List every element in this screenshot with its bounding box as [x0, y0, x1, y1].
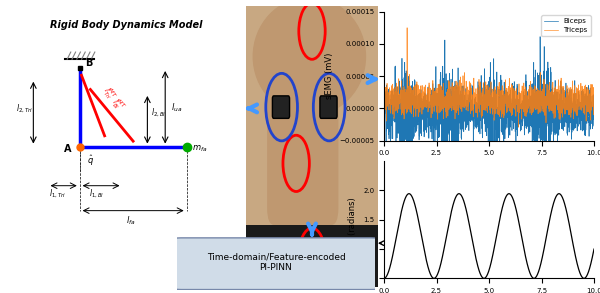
Text: $l_{2,Tri}$: $l_{2,Tri}$ — [16, 103, 33, 115]
Triceps — [391, 96, 398, 99]
Biceps — [391, 119, 398, 122]
Y-axis label: sEMG (mV): sEMG (mV) — [325, 53, 334, 99]
Biceps — [546, 106, 553, 109]
Triceps — [590, 96, 598, 99]
X-axis label: t (sec): t (sec) — [476, 162, 502, 171]
Text: $l_{Tri}^{MT}$: $l_{Tri}^{MT}$ — [99, 84, 119, 103]
FancyBboxPatch shape — [320, 96, 337, 118]
Bar — [246, 225, 378, 287]
FancyBboxPatch shape — [267, 28, 338, 225]
Text: Rigid Body Dynamics Model: Rigid Body Dynamics Model — [50, 20, 202, 30]
Triceps — [482, 106, 490, 110]
Triceps — [584, 110, 592, 113]
Triceps — [404, 26, 411, 30]
Line: Triceps: Triceps — [384, 28, 594, 127]
Biceps — [380, 92, 388, 95]
FancyBboxPatch shape — [173, 238, 379, 289]
Legend: Biceps, Triceps: Biceps, Triceps — [541, 15, 590, 36]
Triceps — [477, 97, 484, 100]
Triceps — [380, 99, 388, 103]
FancyBboxPatch shape — [272, 96, 290, 118]
Biceps — [584, 104, 592, 108]
Text: $l_{ua}$: $l_{ua}$ — [170, 101, 182, 114]
Ellipse shape — [253, 0, 365, 115]
Biceps — [536, 35, 544, 38]
Triceps — [546, 89, 553, 93]
Text: $m_{fa}$: $m_{fa}$ — [192, 143, 208, 154]
Biceps — [584, 113, 592, 117]
Biceps — [442, 171, 449, 174]
Text: Time-domain/Feature-encoded
PI-PINN: Time-domain/Feature-encoded PI-PINN — [206, 253, 346, 272]
Triceps — [584, 91, 592, 95]
Y-axis label: q (radians): q (radians) — [349, 197, 358, 243]
Text: $l_{Bi}^{MT}$: $l_{Bi}^{MT}$ — [108, 95, 128, 115]
Biceps — [482, 108, 490, 111]
Line: Biceps: Biceps — [384, 37, 594, 173]
Text: $l_{1,Tri}$: $l_{1,Tri}$ — [49, 188, 67, 200]
Text: $l_{1,Bi}$: $l_{1,Bi}$ — [89, 188, 104, 200]
Text: $l_{2,Bi}$: $l_{2,Bi}$ — [151, 107, 166, 119]
Triceps — [515, 125, 522, 129]
Text: B: B — [85, 58, 92, 68]
Biceps — [590, 125, 598, 128]
Text: $\hat{q}$: $\hat{q}$ — [87, 154, 94, 168]
Text: $l_{fa}$: $l_{fa}$ — [126, 214, 136, 226]
Text: A: A — [64, 144, 71, 154]
Biceps — [477, 119, 484, 122]
